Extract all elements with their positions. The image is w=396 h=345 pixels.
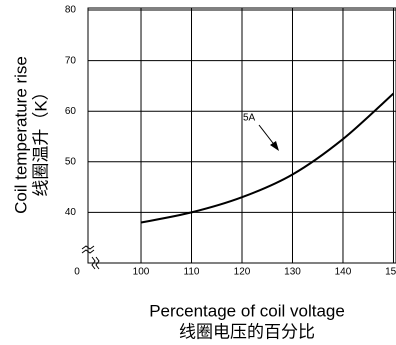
series-annotation: 5A xyxy=(243,113,256,124)
axis-break xyxy=(81,245,95,254)
y-tick-label: 60 xyxy=(65,106,77,117)
y-tick-label: 50 xyxy=(65,156,77,167)
x-axis-label-cn: 线圈电压的百分比 xyxy=(179,322,315,341)
y-tick-label: 40 xyxy=(65,207,77,218)
x-tick-label: 120 xyxy=(234,267,251,278)
y-tick-label: 70 xyxy=(65,55,77,66)
x-axis-label: Percentage of coil voltage xyxy=(149,301,345,320)
y-axis-label-cn: 线圈温升（K） xyxy=(31,83,50,196)
axis-break xyxy=(91,256,100,270)
x-tick-label: 130 xyxy=(284,267,301,278)
origin-label: 0 xyxy=(74,267,80,278)
x-tick-label: 110 xyxy=(184,267,200,278)
annotation-arrowhead xyxy=(270,141,279,151)
x-tick-label: 150 xyxy=(385,267,396,278)
y-axis-label: Coil temperature rise xyxy=(11,56,30,214)
series-line xyxy=(140,92,395,224)
y-tick-label: 80 xyxy=(65,5,77,16)
x-tick-label: 140 xyxy=(335,267,352,278)
x-tick-label: 100 xyxy=(133,267,150,278)
